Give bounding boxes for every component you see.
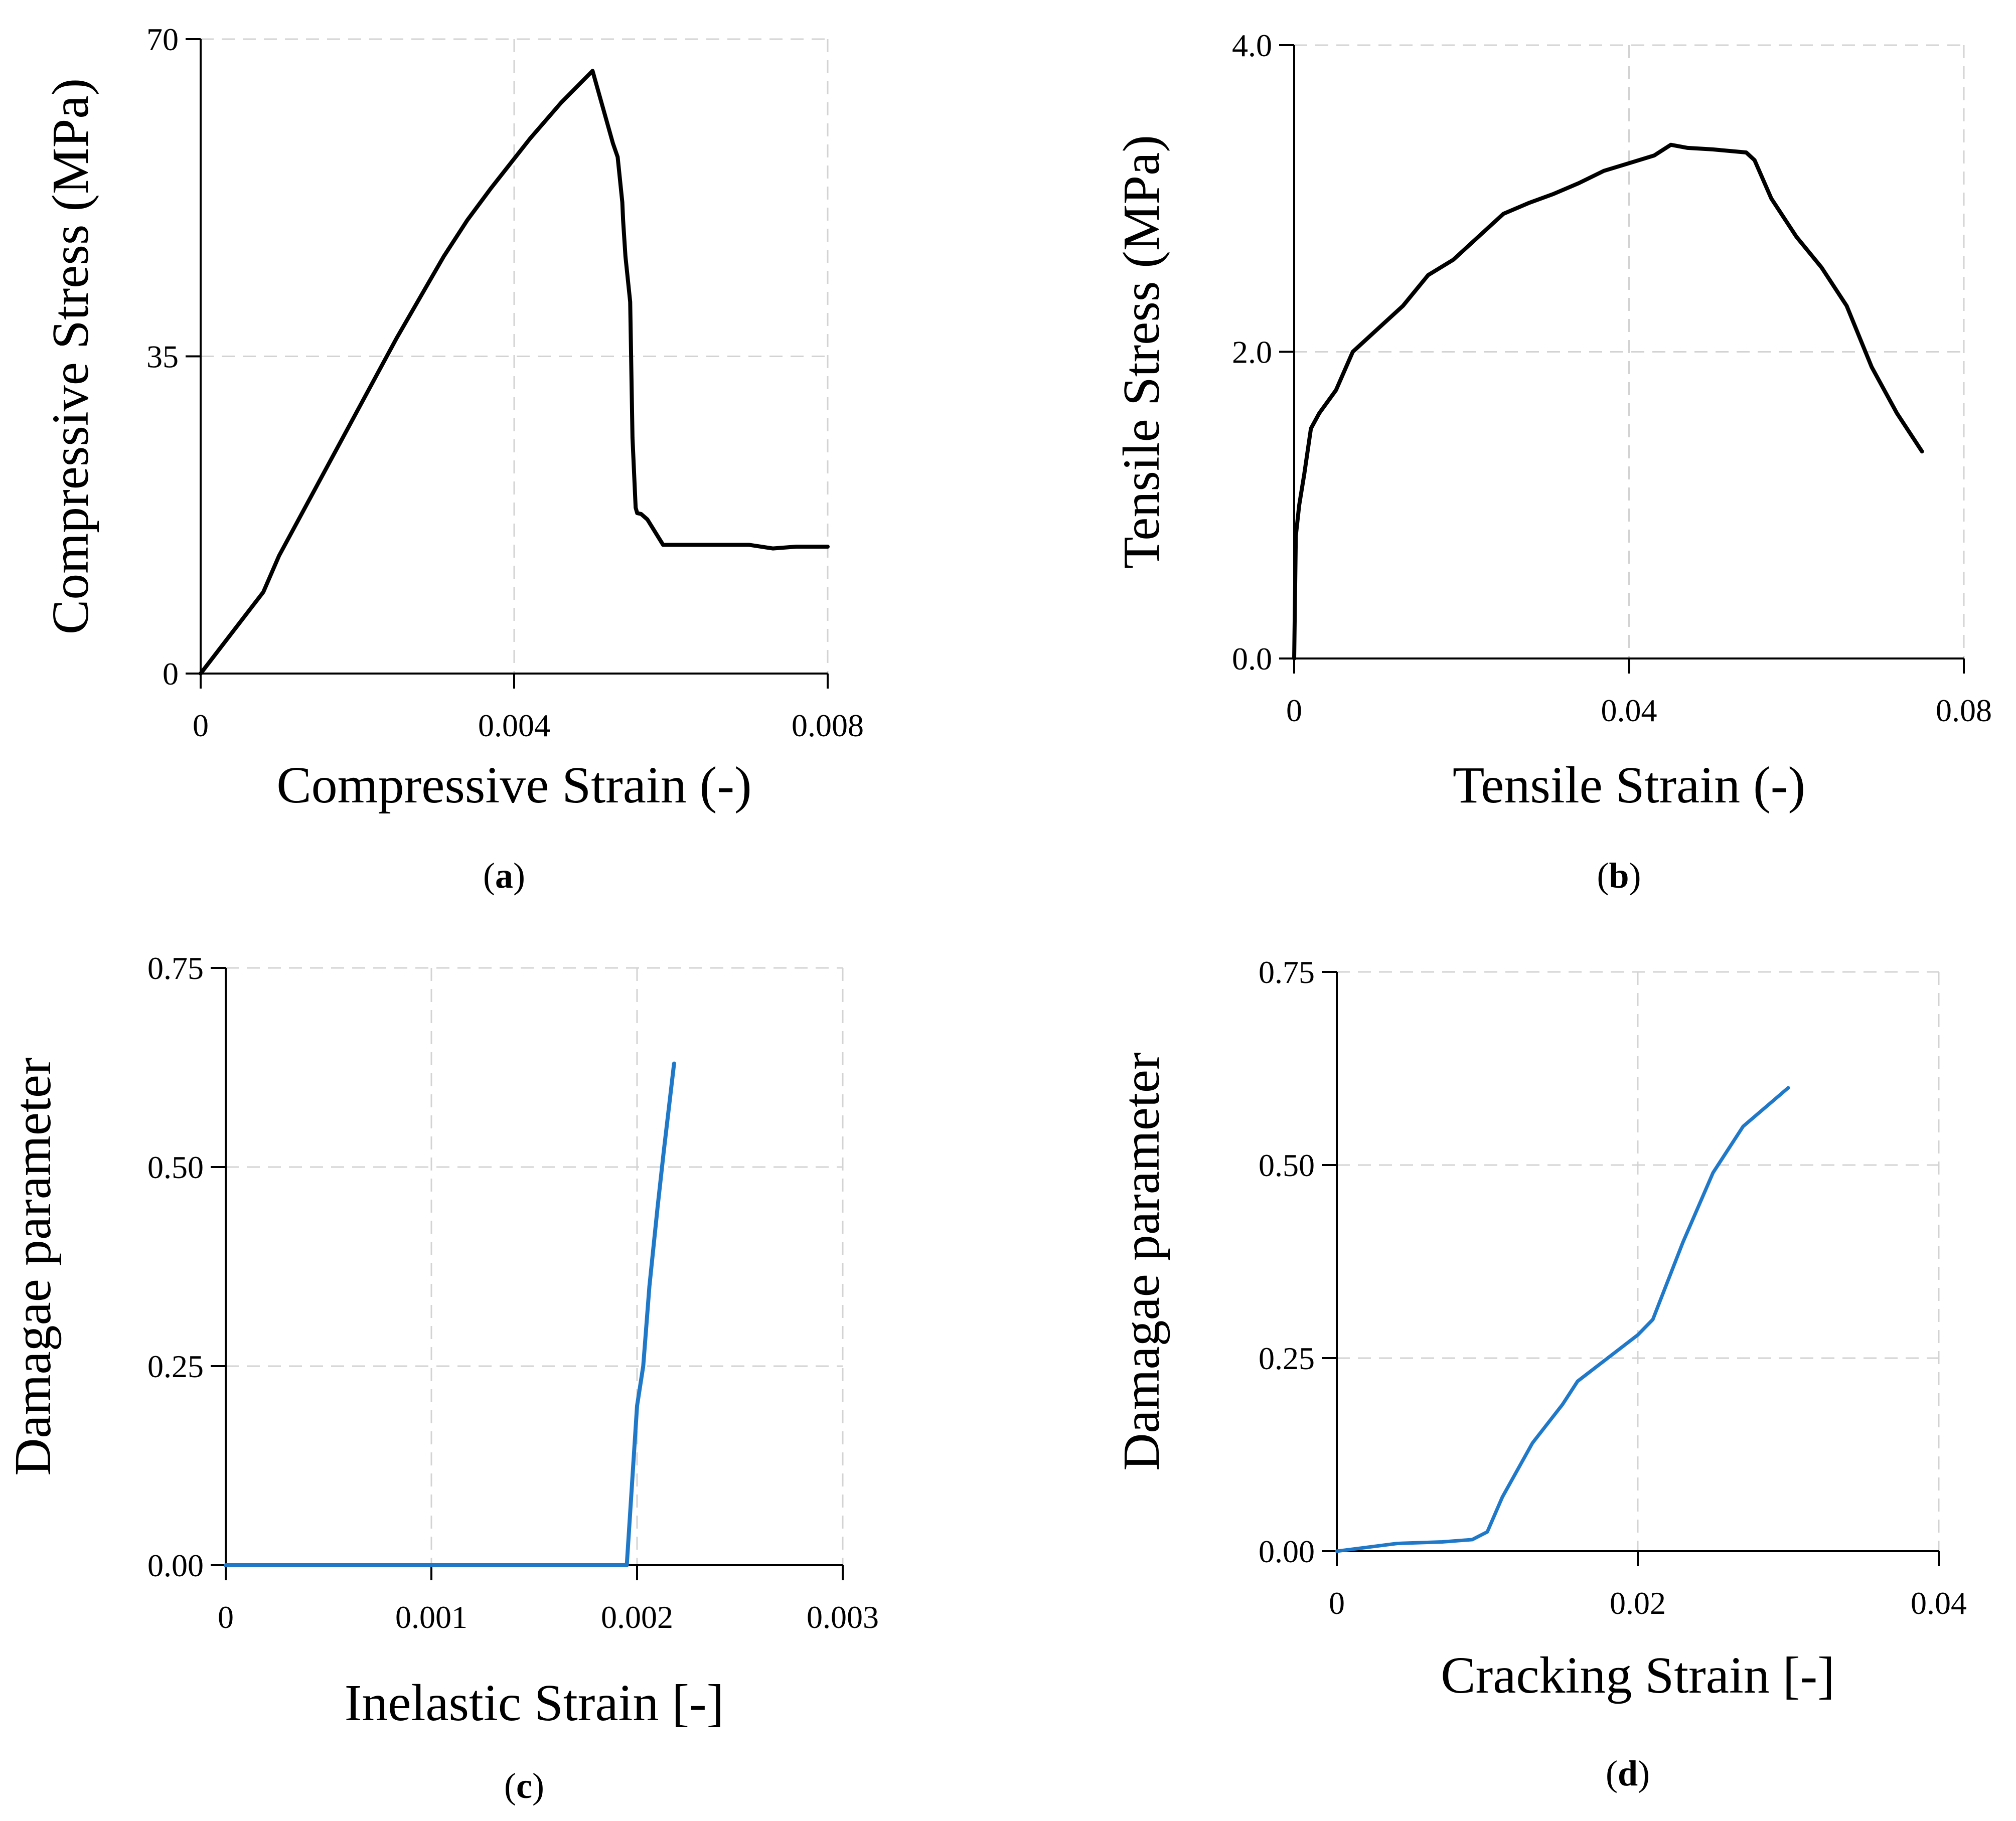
y-tick-label: 0 [163,656,179,692]
series-line [1292,142,1924,660]
panel-caption: (a) [483,856,525,896]
chart-panel-d: 0.00 0.25 0.50 0.75 0 0.02 0.04 Cracking Strain… [1113,954,1967,1793]
panel-caption-letter: d [1618,1753,1638,1793]
x-axis-title: Compressive Strain (-) [276,756,751,814]
x-axis-title: Cracking Strain [-] [1441,1646,1835,1704]
y-tick-label: 0.00 [147,1548,204,1583]
y-tick-label: 0.75 [147,950,204,986]
x-tick-label: 0.004 [478,708,550,743]
chart-panel-a: 0 35 70 0 0.004 0.008 Compressive Strain (-) Co… [42,22,864,896]
x-tick-label: 0.003 [807,1599,879,1635]
chart-panel-c: 0.00 0.25 0.50 0.75 0 0.001 0.002 0.003 Inelasti… [4,950,879,1806]
x-tick-label: 0 [1329,1585,1345,1621]
panel-caption: (c) [504,1766,544,1806]
y-axis-title: Damagae parameter [4,1057,62,1475]
chart-panel-b: 0.0 2.0 4.0 0 0.04 0.08 Tensile Strain (-) Tens… [1113,28,1992,896]
x-tick-label: 0.08 [1936,693,1992,728]
x-tick-label: 0.002 [601,1599,673,1635]
panel-caption: (b) [1597,856,1641,896]
x-axis-title: Inelastic Strain [-] [345,1674,724,1732]
y-axis-title: Tensile Stress (MPa) [1113,135,1170,569]
x-tick-label: 0.04 [1911,1585,1967,1621]
x-tick-label: 0 [218,1599,234,1635]
y-axis-title: Damagae parameter [1113,1052,1170,1470]
x-tick-label: 0.001 [395,1599,468,1635]
panel-caption: (d) [1606,1753,1650,1793]
y-tick-label: 0.0 [1232,641,1272,677]
y-tick-label: 0.50 [1259,1147,1315,1183]
y-tick-label: 70 [146,22,179,57]
y-tick-label: 0.25 [147,1349,204,1384]
y-tick-label: 2.0 [1232,335,1272,370]
y-tick-label: 0.75 [1259,954,1315,990]
y-tick-label: 4.0 [1232,28,1272,63]
y-tick-label: 0.00 [1259,1534,1315,1569]
series-line [1335,1086,1790,1553]
series-line [224,1061,676,1567]
series-line [199,69,830,676]
panel-caption-letter: c [516,1766,532,1806]
panel-caption-letter: a [495,856,513,896]
x-tick-label: 0 [193,708,209,743]
x-tick-label: 0.02 [1610,1585,1666,1621]
x-axis-title: Tensile Strain (-) [1453,756,1805,814]
y-tick-label: 35 [146,339,179,375]
panel-caption-letter: b [1609,856,1629,896]
y-axis-title: Compressive Stress (MPa) [42,78,99,634]
y-tick-label: 0.25 [1259,1341,1315,1376]
x-tick-label: 0.04 [1601,693,1657,728]
y-tick-label: 0.50 [147,1149,204,1185]
x-tick-label: 0 [1286,693,1302,728]
x-tick-label: 0.008 [792,708,864,743]
